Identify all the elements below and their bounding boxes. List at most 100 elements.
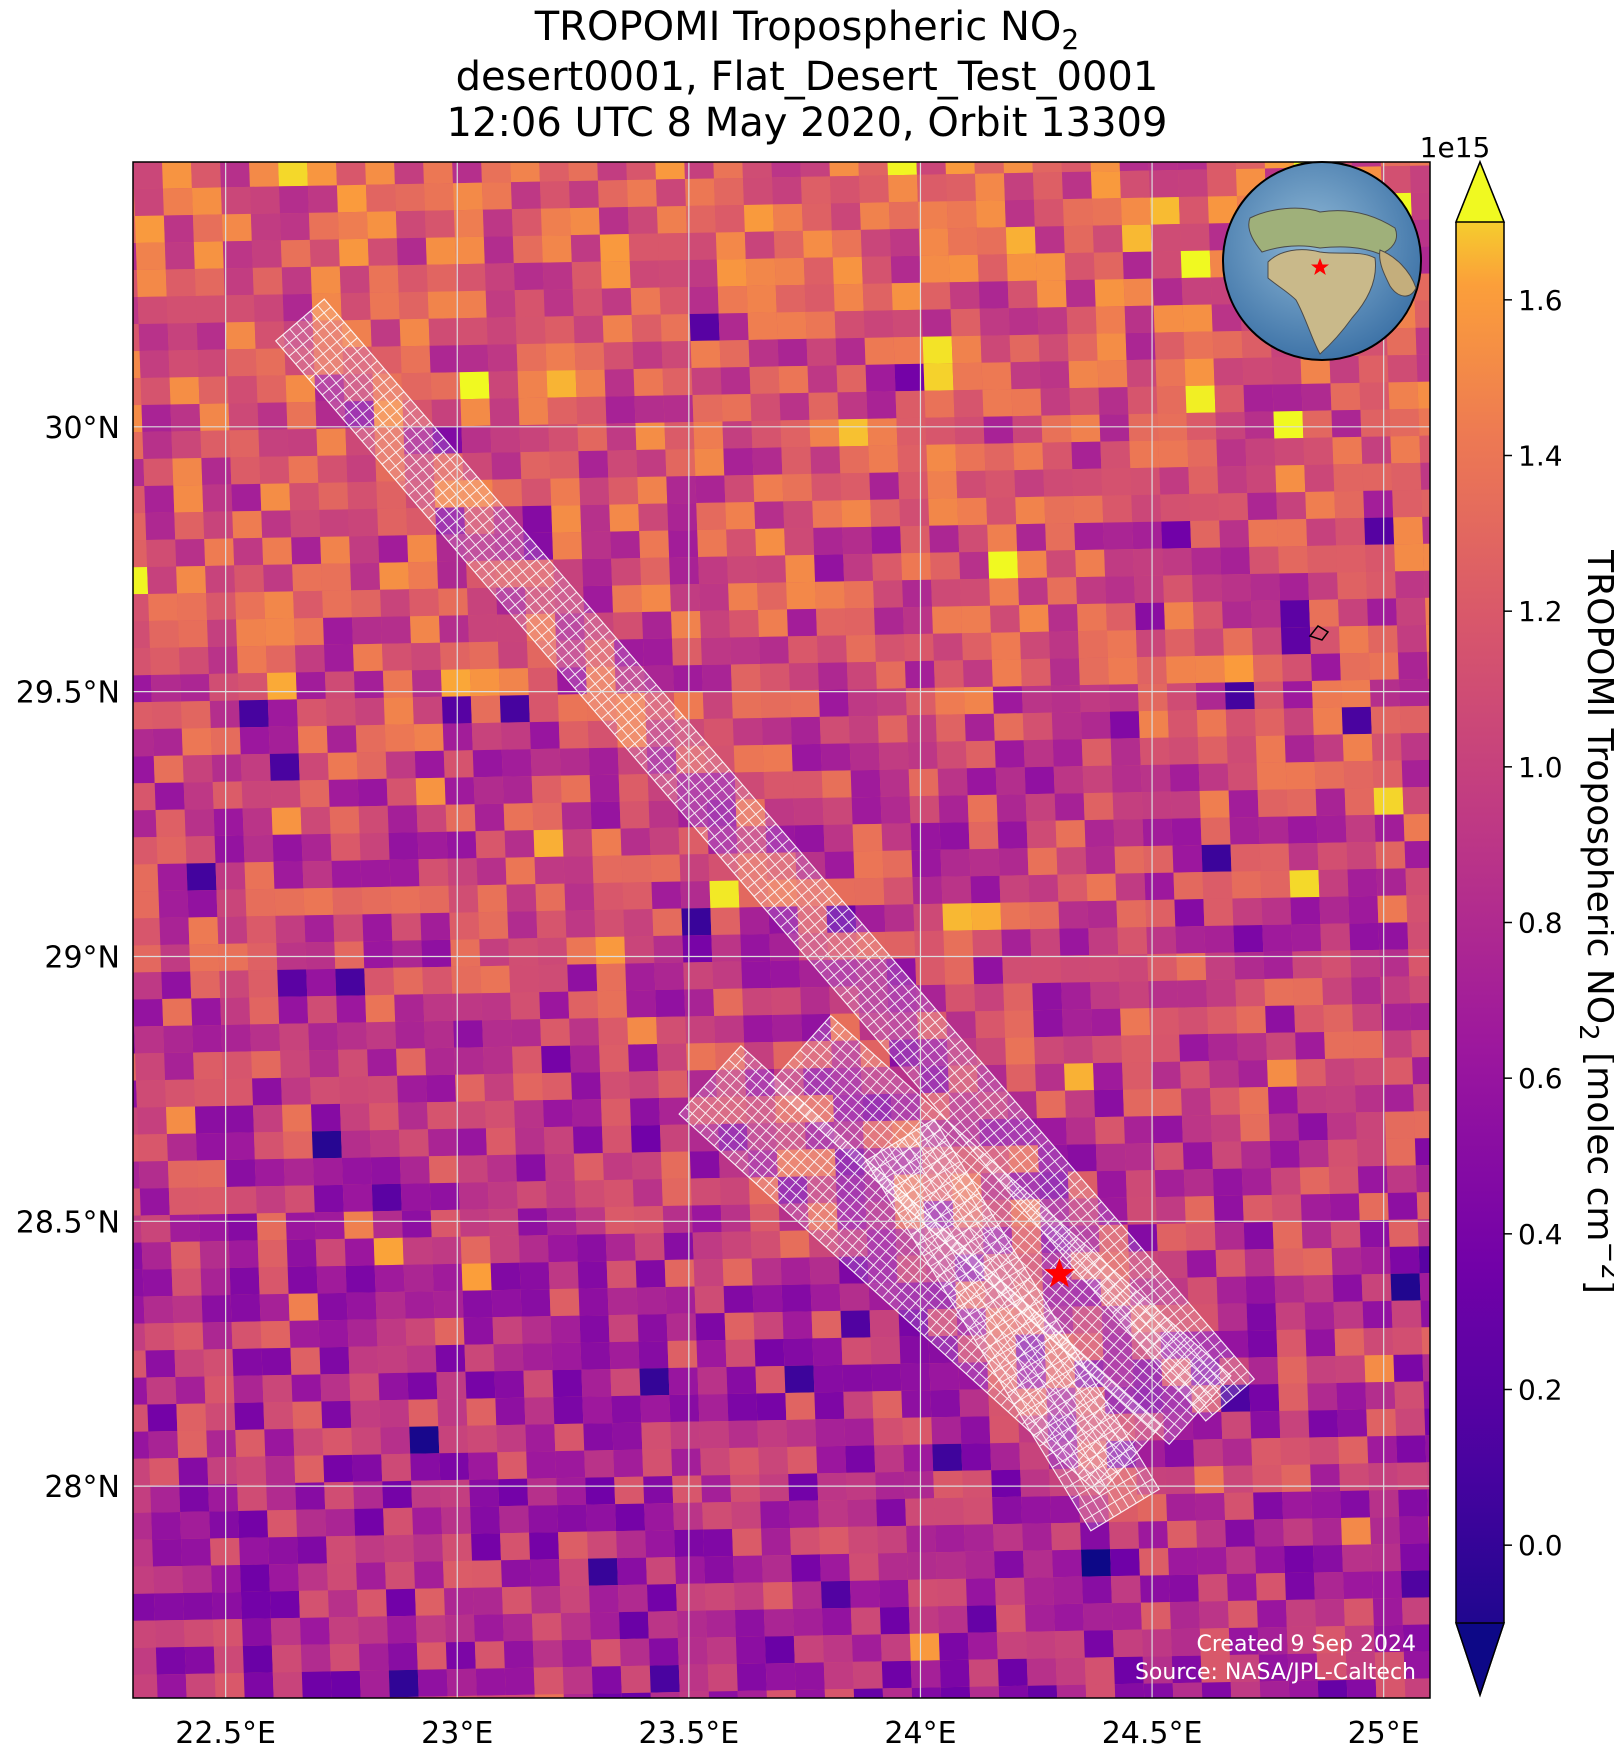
no2-pixel bbox=[1428, 1516, 1430, 1544]
no2-pixel bbox=[195, 295, 226, 323]
no2-pixel bbox=[747, 312, 778, 340]
no2-pixel bbox=[695, 475, 726, 503]
no2-pixel bbox=[417, 831, 448, 860]
no2-pixel bbox=[286, 1239, 317, 1267]
no2-pixel bbox=[363, 940, 394, 969]
no2-pixel bbox=[356, 751, 387, 780]
no2-pixel bbox=[133, 999, 164, 1027]
no2-pixel bbox=[868, 445, 899, 473]
no2-pixel bbox=[789, 1500, 820, 1528]
no2-pixel bbox=[327, 752, 358, 780]
no2-pixel bbox=[1212, 1168, 1243, 1197]
no2-pixel bbox=[1427, 1489, 1430, 1517]
no2-pixel bbox=[354, 697, 385, 726]
no2-pixel bbox=[890, 1066, 920, 1094]
no2-pixel bbox=[248, 969, 279, 998]
no2-pixel bbox=[753, 1311, 784, 1340]
no2-pixel bbox=[1304, 464, 1335, 492]
no2-pixel bbox=[372, 1210, 403, 1239]
no2-pixel bbox=[784, 527, 815, 556]
no2-pixel bbox=[1310, 1463, 1341, 1492]
no2-pixel bbox=[236, 645, 267, 674]
no2-pixel bbox=[819, 1526, 850, 1555]
no2-pixel bbox=[1353, 1030, 1384, 1059]
no2-pixel bbox=[133, 1323, 146, 1351]
no2-pixel bbox=[140, 1215, 171, 1243]
no2-pixel bbox=[500, 1532, 531, 1561]
no2-pixel bbox=[669, 556, 700, 585]
no2-pixel bbox=[300, 1644, 331, 1672]
no2-pixel bbox=[298, 752, 329, 781]
no2-pixel bbox=[98, 1648, 128, 1676]
no2-pixel bbox=[685, 1015, 716, 1044]
no2-pixel bbox=[420, 912, 451, 941]
no2-pixel bbox=[1410, 1003, 1430, 1031]
no2-pixel bbox=[497, 641, 528, 669]
no2-pixel bbox=[620, 1665, 651, 1694]
no2-pixel bbox=[909, 795, 940, 824]
no2-pixel bbox=[872, 1390, 903, 1419]
no2-pixel bbox=[583, 1423, 614, 1451]
no2-pixel bbox=[397, 264, 428, 293]
no2-pixel bbox=[98, 811, 128, 839]
no2-pixel bbox=[339, 1103, 370, 1131]
no2-pixel bbox=[548, 424, 579, 452]
no2-pixel bbox=[576, 396, 607, 425]
no2-pixel bbox=[133, 162, 134, 190]
no2-pixel bbox=[968, 1659, 999, 1687]
no2-pixel bbox=[610, 531, 641, 559]
no2-pixel bbox=[355, 724, 386, 753]
no2-pixel bbox=[1326, 1112, 1357, 1140]
no2-pixel bbox=[911, 849, 942, 878]
no2-pixel bbox=[459, 371, 490, 400]
no2-pixel bbox=[483, 1046, 514, 1075]
no2-pixel bbox=[605, 396, 636, 424]
no2-pixel bbox=[430, 372, 461, 400]
no2-pixel bbox=[1185, 1223, 1216, 1251]
no2-pixel bbox=[207, 646, 238, 674]
no2-pixel bbox=[1143, 1683, 1174, 1698]
no2-pixel bbox=[568, 180, 599, 209]
no2-pixel bbox=[1247, 1329, 1278, 1358]
no2-pixel bbox=[882, 1687, 913, 1698]
no2-pixel bbox=[1053, 1603, 1084, 1632]
no2-pixel bbox=[406, 507, 437, 536]
no2-pixel bbox=[752, 1284, 783, 1313]
no2-pixel bbox=[82, 352, 112, 380]
no2-pixel bbox=[850, 1607, 881, 1635]
no2-pixel bbox=[946, 1011, 977, 1039]
no2-pixel bbox=[1090, 171, 1121, 199]
no2-pixel bbox=[465, 1371, 496, 1399]
no2-pixel bbox=[509, 128, 539, 156]
no2-pixel bbox=[675, 1583, 706, 1612]
no2-pixel bbox=[725, 501, 756, 530]
no2-pixel bbox=[1138, 710, 1169, 739]
no2-pixel bbox=[79, 271, 109, 299]
no2-pixel bbox=[574, 1180, 605, 1208]
no2-pixel bbox=[346, 1292, 377, 1320]
no2-pixel bbox=[1154, 1169, 1185, 1198]
no2-pixel bbox=[666, 475, 697, 504]
no2-pixel bbox=[294, 644, 325, 673]
no2-pixel bbox=[730, 1474, 761, 1502]
no2-pixel bbox=[386, 1615, 417, 1644]
no2-pixel bbox=[471, 722, 502, 751]
no2-pixel bbox=[1400, 1570, 1430, 1598]
no2-pixel bbox=[393, 130, 423, 158]
no2-pixel bbox=[514, 289, 545, 318]
no2-pixel bbox=[156, 836, 187, 864]
no2-pixel bbox=[232, 1348, 263, 1376]
no2-pixel bbox=[133, 1377, 148, 1405]
no2-pixel bbox=[1203, 898, 1234, 927]
footprint-strip bbox=[864, 1118, 1161, 1532]
no2-pixel bbox=[342, 346, 373, 375]
no2-pixel bbox=[1418, 408, 1430, 436]
no2-pixel bbox=[972, 929, 1003, 958]
no2-pixel bbox=[462, 452, 493, 481]
no2-pixel bbox=[1015, 496, 1046, 525]
no2-pixel bbox=[1097, 1197, 1128, 1226]
no2-pixel bbox=[590, 801, 621, 830]
no2-pixel bbox=[1113, 819, 1144, 847]
no2-pixel bbox=[1037, 307, 1068, 335]
no2-pixel bbox=[1225, 1519, 1256, 1548]
